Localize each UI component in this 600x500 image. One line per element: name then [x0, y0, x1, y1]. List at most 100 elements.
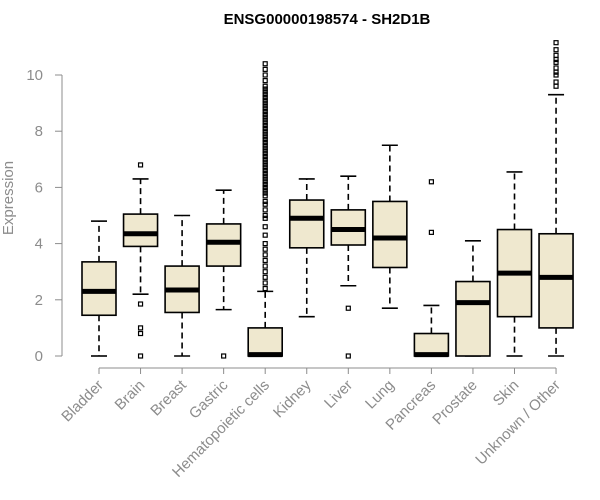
- y-tick-label: 4: [35, 236, 43, 253]
- outlier-point: [553, 72, 559, 78]
- box-iqr: [288, 199, 325, 249]
- box-group: [164, 214, 200, 357]
- box-group: [288, 178, 325, 318]
- outlier-point: [553, 56, 559, 63]
- x-tick-label: Breast: [147, 376, 190, 419]
- box-iqr: [247, 327, 283, 357]
- y-tick-label: 0: [35, 348, 43, 365]
- outlier-point: [262, 241, 268, 247]
- outlier-point: [262, 120, 268, 126]
- outlier-point: [262, 97, 268, 103]
- box-group: [81, 220, 117, 357]
- y-tick-label: 6: [35, 179, 43, 196]
- outlier-point: [262, 224, 268, 230]
- outlier-point: [262, 159, 268, 165]
- outlier-point: [137, 301, 144, 307]
- box-group: [413, 179, 450, 358]
- outlier-point: [137, 353, 144, 359]
- outlier-point: [262, 128, 268, 134]
- outlier-point: [262, 151, 268, 157]
- outlier-point: [345, 353, 351, 359]
- outlier-point: [262, 280, 268, 286]
- box-group: [455, 239, 491, 357]
- outlier-point: [262, 114, 268, 120]
- y-axis-label: Expression: [0, 161, 17, 235]
- outlier-point: [428, 179, 434, 185]
- box-group: [247, 61, 283, 358]
- outlier-point: [262, 165, 268, 171]
- outlier-point: [262, 176, 268, 182]
- outlier-point: [553, 59, 559, 65]
- plot-area: [81, 40, 574, 359]
- outlier-point: [262, 257, 268, 264]
- y-tick-label: 8: [35, 123, 43, 140]
- outlier-point: [262, 92, 268, 98]
- outlier-point: [553, 52, 559, 58]
- outlier-point: [221, 353, 227, 359]
- outlier-point: [262, 148, 268, 154]
- box-group: [538, 40, 574, 357]
- outlier-point: [137, 330, 144, 337]
- outlier-point: [262, 139, 268, 146]
- outlier-point: [137, 162, 144, 168]
- outlier-point: [262, 100, 268, 106]
- outlier-point: [262, 198, 268, 205]
- x-tick-label: Skin: [490, 377, 523, 410]
- box-group: [372, 144, 408, 310]
- outlier-point: [262, 285, 268, 292]
- box-group: [205, 189, 242, 359]
- outlier-point: [262, 246, 268, 252]
- x-tick-label: Kidney: [270, 376, 315, 421]
- outlier-point: [262, 187, 268, 193]
- x-tick-label: Lung: [362, 377, 398, 413]
- outlier-point: [262, 184, 268, 190]
- outlier-point: [553, 69, 559, 75]
- box-iqr: [538, 232, 574, 329]
- outlier-point: [262, 142, 268, 148]
- outlier-point: [553, 79, 559, 85]
- box-iqr: [122, 213, 159, 248]
- outlier-point: [262, 106, 268, 112]
- outlier-point: [262, 83, 268, 89]
- outlier-point: [262, 170, 268, 176]
- x-tick-label: Prostate: [429, 377, 481, 429]
- box-iqr: [455, 280, 491, 357]
- x-tick-label: Liver: [321, 377, 356, 412]
- box-iqr: [205, 223, 242, 267]
- outlier-point: [262, 232, 268, 238]
- outlier-point: [262, 131, 268, 137]
- outlier-point: [262, 78, 268, 84]
- outlier-point: [262, 89, 268, 95]
- outlier-point: [262, 212, 268, 219]
- outlier-point: [262, 122, 268, 129]
- box-iqr: [372, 200, 408, 269]
- outlier-point: [262, 125, 268, 131]
- outlier-point: [262, 215, 268, 221]
- outlier-point: [428, 229, 434, 235]
- outlier-point: [262, 263, 268, 269]
- outlier-point: [262, 145, 268, 151]
- outlier-point: [262, 156, 268, 162]
- x-tick-label: Bladder: [58, 377, 107, 426]
- outlier-point: [553, 83, 559, 89]
- outlier-point: [262, 86, 268, 92]
- outlier-point: [262, 134, 268, 140]
- x-tick-label: Brain: [112, 377, 149, 414]
- outlier-point: [262, 173, 268, 179]
- outlier-point: [262, 190, 268, 196]
- y-axis: 0 2 4 6 8 10: [26, 67, 63, 365]
- outlier-point: [262, 137, 268, 143]
- outlier-point: [262, 103, 268, 109]
- outlier-point: [262, 207, 268, 213]
- y-tick-label: 10: [26, 67, 43, 84]
- outlier-point: [345, 305, 351, 311]
- outlier-point: [553, 47, 559, 53]
- chart-title: ENSG00000198574 - SH2D1B: [224, 11, 431, 28]
- box-iqr: [81, 261, 117, 317]
- outlier-point: [262, 72, 268, 78]
- outlier-point: [262, 179, 268, 185]
- box-group: [496, 171, 533, 357]
- outlier-point: [262, 193, 268, 199]
- outlier-point: [262, 117, 268, 123]
